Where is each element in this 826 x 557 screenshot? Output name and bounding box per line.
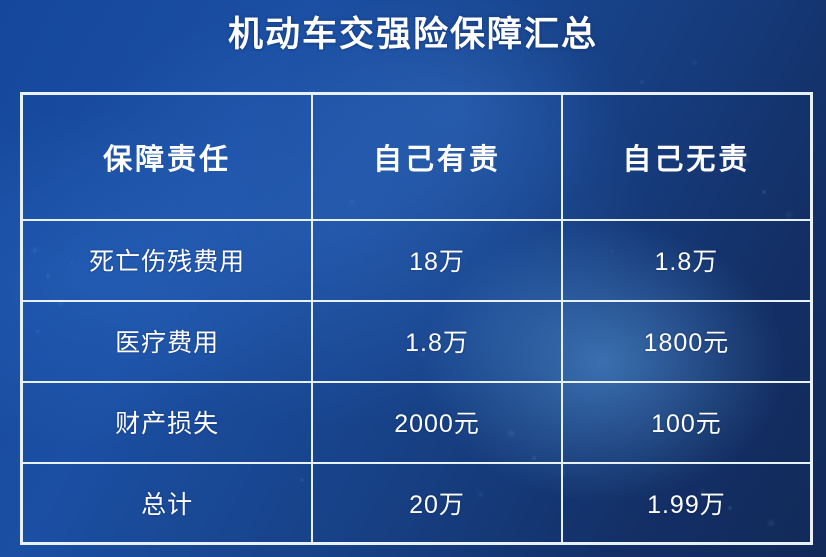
bokeh-dot (692, 60, 697, 65)
header-cell-no-fault: 自己无责 (560, 92, 813, 221)
table-row-property: 财产损失 2000元 100元 (20, 380, 813, 464)
table-row-total: 总计 20万 1.99万 (20, 461, 813, 545)
value-cell: 20万 (311, 461, 563, 545)
value-cell: 18万 (311, 218, 563, 302)
value-cell: 100元 (560, 380, 813, 464)
value-cell: 1.99万 (560, 461, 813, 545)
bokeh-dot (640, 80, 644, 84)
value-cell: 1.8万 (560, 218, 813, 302)
header-cell-coverage: 保障责任 (20, 92, 314, 221)
table-header-row: 保障责任 自己有责 自己无责 (20, 92, 813, 221)
table-row-medical: 医疗费用 1.8万 1800元 (20, 299, 813, 383)
row-label-cell: 总计 (20, 461, 314, 545)
value-cell: 1.8万 (311, 299, 563, 383)
value-cell: 2000元 (311, 380, 563, 464)
row-label-cell: 医疗费用 (20, 299, 314, 383)
table-row-death-disability: 死亡伤残费用 18万 1.8万 (20, 218, 813, 302)
insurance-coverage-table: 保障责任 自己有责 自己无责 死亡伤残费用 18万 1.8万 医疗费用 1.8万… (20, 92, 813, 545)
row-label-cell: 财产损失 (20, 380, 314, 464)
header-cell-at-fault: 自己有责 (311, 92, 563, 221)
page-title: 机动车交强险保障汇总 (227, 15, 598, 54)
value-cell: 1800元 (560, 299, 813, 383)
row-label-cell: 死亡伤残费用 (20, 218, 314, 302)
